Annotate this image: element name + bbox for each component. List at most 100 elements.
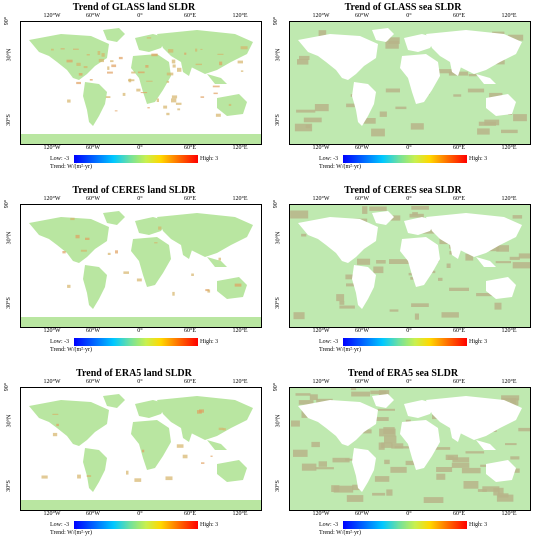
lat-tick-label: 30°S [274, 480, 281, 492]
land-mask-africa [400, 237, 440, 287]
lat-tick-label: 90° [4, 382, 11, 392]
lon-tick-label: 120°W [43, 13, 61, 19]
land-mask-africa [400, 54, 440, 104]
lon-tick-label: 60°E [183, 13, 197, 19]
landmass-northAmerica [29, 217, 109, 263]
lon-tick-label: 120°E [501, 379, 517, 385]
landmass-africa [131, 420, 171, 470]
land-mask-seasia [476, 74, 496, 84]
colorbar-high-label: High: 3 [200, 156, 219, 162]
lon-tick-label: 120°E [232, 13, 248, 19]
lon-tick-label: 0° [137, 379, 143, 385]
lat-tick-label: 30°N [6, 48, 13, 62]
lon-tick-label: 60°W [354, 196, 370, 202]
landmass-asia [157, 396, 253, 440]
lon-tick-label: 60°E [183, 196, 197, 202]
landmass-greenland [103, 211, 125, 225]
landmass-asia [157, 30, 253, 74]
lat-tick-label: 90° [273, 382, 280, 392]
land-mask-southAmerica [352, 448, 376, 492]
colorbar-high-label: High: 3 [469, 156, 488, 162]
lon-tick-label: 0° [137, 145, 143, 151]
lon-tick-label: 60°W [354, 13, 370, 19]
colorbar-low-label: Low: -3 [319, 339, 339, 345]
lon-tick-label: 120°W [43, 379, 61, 385]
colorbar [343, 521, 467, 529]
panel-title: Trend of CERES land SLDR [72, 185, 196, 196]
colorbar [74, 338, 198, 346]
lat-tick-label: 90° [273, 16, 280, 26]
land-mask-india [450, 245, 462, 259]
land-mask-southAmerica [352, 265, 376, 309]
landmass-northAmerica [29, 34, 109, 80]
land-mask-india [450, 428, 462, 442]
lon-tick-label: 120°W [43, 145, 61, 151]
lon-tick-label: 60°W [85, 13, 101, 19]
lon-tick-label: 60°W [85, 379, 101, 385]
land-mask-australia [486, 277, 516, 299]
landmass-antarctica [21, 134, 261, 144]
panel-title: Trend of GLASS sea SLDR [344, 2, 462, 13]
landmass-africa [131, 237, 171, 287]
land-mask-greenland [372, 394, 394, 408]
lat-tick-label: 90° [4, 16, 11, 26]
map-frame [289, 204, 531, 328]
land-mask-southAmerica [352, 82, 376, 126]
panel-title: Trend of ERA5 sea SLDR [347, 368, 459, 379]
lon-tick-label: 0° [406, 328, 412, 334]
land-trend-speckles [41, 409, 226, 482]
lon-tick-label: 120°W [43, 328, 61, 334]
lon-tick-label: 60°W [85, 196, 101, 202]
map-frame [289, 387, 531, 511]
lon-tick-label: 0° [137, 511, 143, 517]
land-trend-speckles [51, 37, 248, 117]
lon-tick-label: 0° [406, 379, 412, 385]
lon-tick-label: 0° [137, 196, 143, 202]
landmass-southAmerica [83, 265, 107, 309]
lon-tick-label: 120°E [501, 328, 517, 334]
landmass-seasia [207, 440, 227, 450]
landmass-southAmerica [83, 448, 107, 492]
colorbar-high-label: High: 3 [469, 339, 488, 345]
landmass-greenland [103, 28, 125, 42]
map-frame [20, 387, 262, 511]
land-mask-india [450, 62, 462, 76]
map-panel-ceres-sea: Trend of CERES sea SLDR 120°W 120°W 60°W 60°… [269, 183, 537, 366]
lon-tick-label: 120°W [312, 511, 330, 517]
panel-title: Trend of GLASS land SLDR [72, 2, 196, 13]
land-mask-seasia [476, 440, 496, 450]
lon-tick-label: 60°E [183, 379, 197, 385]
lon-tick-label: 120°W [43, 196, 61, 202]
land-mask-australia [486, 94, 516, 116]
colorbar-unit-label: Trend: W/(m²·yr) [319, 530, 361, 536]
lon-tick-label: 60°E [183, 511, 197, 517]
map-frame [289, 21, 531, 145]
land-mask-africa [400, 420, 440, 470]
lat-tick-label: 30°S [5, 114, 12, 126]
land-mask-greenland [372, 28, 394, 42]
landmass-india [181, 428, 193, 442]
map-panel-glass-land: Trend of GLASS land SLDR 120°W 120°W 60°W 60… [0, 0, 268, 183]
colorbar-unit-label: Trend: W/(m²·yr) [319, 347, 361, 353]
world-map [21, 211, 261, 327]
colorbar-low-label: Low: -3 [50, 339, 70, 345]
lon-tick-label: 60°E [452, 196, 466, 202]
landmass-greenland [103, 394, 125, 408]
world-map [21, 28, 261, 144]
lat-tick-label: 30°N [275, 231, 282, 245]
land-mask-asia [426, 30, 522, 74]
lon-tick-label: 60°W [354, 328, 370, 334]
lon-tick-label: 60°W [354, 511, 370, 517]
lon-tick-label: 60°E [452, 13, 466, 19]
map-panel-era5-sea: Trend of ERA5 sea SLDR 120°W 120°W 60°W 60°W… [269, 366, 537, 549]
lon-tick-label: 120°E [501, 145, 517, 151]
landmass-australia [217, 277, 247, 299]
world-map [290, 388, 530, 510]
map-frame [20, 204, 262, 328]
lon-tick-label: 0° [406, 511, 412, 517]
landmass-northAmerica [29, 400, 109, 446]
lon-tick-label: 120°W [312, 196, 330, 202]
lon-tick-label: 0° [406, 145, 412, 151]
lon-tick-label: 120°W [312, 328, 330, 334]
colorbar-unit-label: Trend: W/(m²·yr) [50, 347, 92, 353]
